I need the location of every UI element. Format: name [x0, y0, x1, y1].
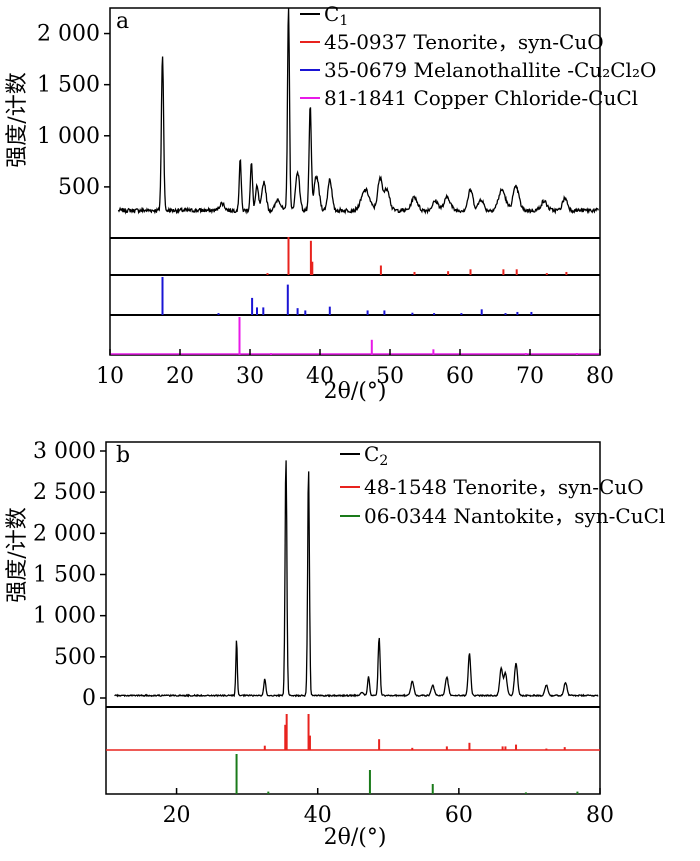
y-tick-label: 1 000 — [37, 124, 100, 149]
reference-row — [266, 237, 568, 275]
legend-entry-tenorite: 48-1548 Tenorite，syn-CuO — [364, 475, 644, 499]
y-tick-label: 2 500 — [33, 480, 96, 505]
legend-entry-tenorite: 45-0937 Tenorite，syn-CuO — [324, 30, 604, 54]
panel-b-x-ticks: 20 40 60 80 — [163, 788, 614, 828]
reference-row — [161, 277, 533, 315]
legend-entry-c1: C1 — [324, 2, 348, 29]
x-tick-label: 50 — [376, 364, 404, 389]
y-tick-label: 2 000 — [33, 521, 96, 546]
panel-b-y-ticks: 0 500 1 000 1 500 2 000 2 500 3 000 — [33, 439, 106, 711]
legend-entry-c2: C2 — [364, 442, 388, 469]
panel-b-reference-sticks — [106, 714, 600, 794]
pattern-line-c2 — [114, 460, 599, 698]
y-tick-label: 2 000 — [37, 22, 100, 47]
panel-b-frame — [105, 441, 601, 795]
panel-a-label: a — [116, 9, 129, 34]
y-tick-label: 0 — [82, 686, 96, 711]
reference-row — [110, 317, 600, 355]
panel-a-plot — [117, 8, 599, 215]
panel-b-label: b — [116, 443, 130, 468]
x-tick-label: 20 — [163, 803, 191, 828]
panel-b-x-axis-title: 2θ/(°) — [324, 825, 387, 850]
reference-row — [106, 714, 600, 751]
x-tick-label: 80 — [586, 364, 614, 389]
legend-entry-nantokite: 06-0344 Nantokite，syn-CuCl — [364, 504, 665, 528]
panel-a: a 500 1 000 1 500 2 000 10 20 30 40 50 60 70 80 C1… — [5, 2, 656, 404]
panel-b: b 0 500 1 000 1 500 2 000 2 500 3 000 20 40 60 80… — [5, 439, 665, 850]
pattern-line-c1 — [117, 8, 599, 215]
x-tick-label: 10 — [96, 364, 124, 389]
reference-row — [235, 754, 579, 794]
panel-a-x-axis-title: 2θ/(°) — [324, 379, 387, 404]
y-tick-label: 1 000 — [33, 604, 96, 629]
y-tick-label: 500 — [58, 175, 100, 200]
y-tick-label: 3 000 — [33, 439, 96, 464]
legend-entry-cucl: 81-1841 Copper Chloride-CuCl — [324, 86, 638, 110]
panel-b-legend: C2 48-1548 Tenorite，syn-CuO 06-0344 Nant… — [340, 442, 665, 528]
panel-a-y-axis-title: 强度/计数 — [5, 72, 30, 167]
panel-a-reference-sticks — [110, 237, 600, 355]
x-tick-label: 60 — [446, 364, 474, 389]
panel-a-separators — [110, 237, 600, 316]
x-tick-label: 60 — [445, 803, 473, 828]
x-tick-label: 70 — [516, 364, 544, 389]
panel-b-y-axis-title: 强度/计数 — [5, 507, 30, 602]
panel-a-frame — [109, 7, 601, 356]
panel-a-legend: C1 45-0937 Tenorite，syn-CuO 35-0679 Mela… — [300, 2, 656, 110]
x-tick-label: 30 — [236, 364, 264, 389]
panel-a-x-ticks: 10 20 30 40 50 60 70 80 — [96, 349, 614, 389]
x-tick-label: 40 — [306, 364, 334, 389]
y-tick-label: 1 500 — [37, 73, 100, 98]
panel-a-y-ticks: 500 1 000 1 500 2 000 — [37, 22, 110, 200]
y-tick-label: 500 — [54, 645, 96, 670]
x-tick-label: 40 — [304, 803, 332, 828]
y-tick-label: 1 500 — [33, 563, 96, 588]
legend-entry-melanothallite: 35-0679 Melanothallite -Cu₂Cl₂O — [324, 58, 656, 82]
panel-b-plot — [114, 460, 599, 698]
x-tick-label: 20 — [166, 364, 194, 389]
x-tick-label: 80 — [586, 803, 614, 828]
